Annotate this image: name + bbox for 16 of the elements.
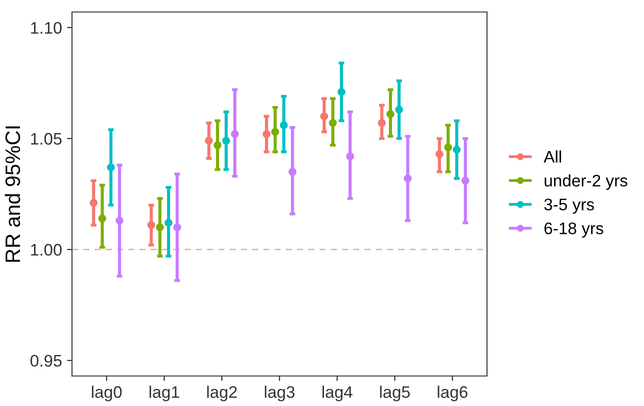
x-tick-label: lag6 xyxy=(438,386,468,402)
x-tick-label: lag0 xyxy=(92,386,122,402)
x-tick-label: lag2 xyxy=(207,386,237,402)
legend-label: under-2 yrs xyxy=(544,174,628,190)
legend-label: All xyxy=(544,150,562,163)
y-axis-title: RR and 95%CI xyxy=(4,126,20,262)
x-tick-label: lag3 xyxy=(264,386,295,402)
legend-label: 6-18 yrs xyxy=(544,222,604,238)
y-tick-label: 0.95 xyxy=(30,354,62,367)
y-tick-label: 1.00 xyxy=(31,244,62,256)
x-tick-label: lag5 xyxy=(380,386,410,402)
y-tick-label: 1.05 xyxy=(31,132,62,145)
legend-label: 3-5 yrs xyxy=(544,198,594,214)
x-tick-label: lag1 xyxy=(150,386,180,402)
x-tick-label: lag4 xyxy=(322,386,352,402)
y-tick-label: 1.10 xyxy=(31,22,62,34)
